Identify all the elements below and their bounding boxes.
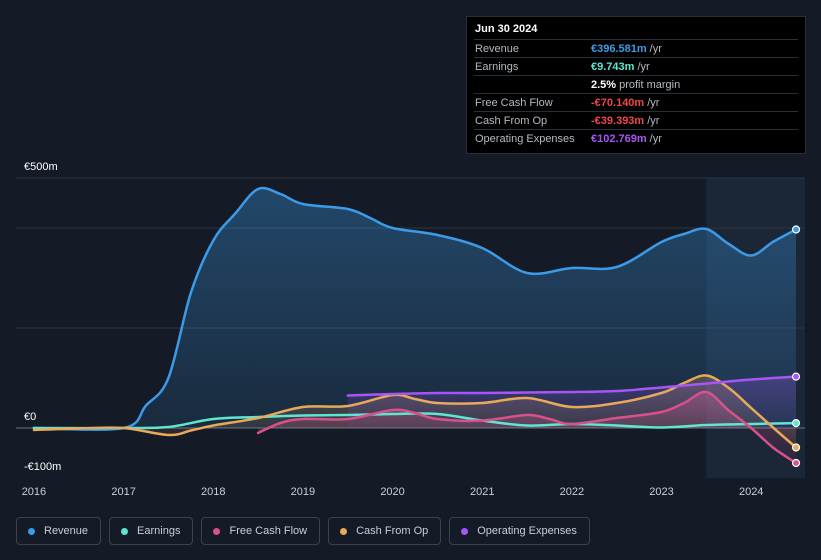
legend-dot-icon [121, 527, 129, 535]
tooltip-value: €396.581m [591, 42, 647, 55]
tooltip-row-operating-expenses: Operating Expenses €102.769m /yr [474, 129, 798, 147]
legend-label: Cash From Op [356, 525, 429, 537]
legend-label: Operating Expenses [477, 525, 577, 537]
tooltip: Jun 30 2024 Revenue €396.581m /yr Earnin… [466, 16, 806, 154]
tooltip-value: -€70.140m [591, 96, 645, 109]
x-tick-label: 2018 [201, 486, 225, 498]
x-tick-label: 2020 [380, 486, 404, 498]
tooltip-unit: /yr [637, 60, 650, 73]
tooltip-row-free-cash-flow: Free Cash Flow -€70.140m /yr [474, 93, 798, 111]
series-end-marker-free-cash-flow [791, 458, 801, 468]
tooltip-row-earnings: Earnings €9.743m /yr [474, 57, 798, 75]
tooltip-unit: /yr [649, 42, 662, 55]
tooltip-unit: /yr [649, 132, 662, 145]
tooltip-label: Cash From Op [475, 114, 548, 127]
series-end-marker-earnings [791, 419, 801, 428]
tooltip-row-revenue: Revenue €396.581m /yr [474, 39, 798, 57]
tooltip-label: Revenue [475, 42, 520, 55]
tooltip-unit: /yr [647, 96, 660, 109]
tooltip-unit: profit margin [619, 78, 681, 91]
tooltip-label: Operating Expenses [475, 132, 575, 145]
x-tick-label: 2022 [560, 486, 584, 498]
series-line-cash-from-op [32, 374, 798, 449]
series-end-marker-operating-expenses [791, 372, 801, 381]
legend-label: Free Cash Flow [229, 525, 308, 537]
tooltip-date: Jun 30 2024 [475, 23, 538, 35]
series-area-operating-expenses [347, 376, 796, 428]
tooltip-label: Earnings [475, 60, 519, 73]
series-line-revenue [32, 186, 798, 431]
series-end-marker-cash-from-op [791, 443, 801, 452]
x-tick-label: 2023 [649, 486, 673, 498]
x-tick-label: 2024 [739, 486, 763, 498]
series-line-operating-expenses [346, 375, 798, 397]
y-tick-label: -€100m [24, 461, 61, 473]
x-tick-label: 2021 [470, 486, 494, 498]
series-end-marker-revenue [791, 225, 801, 234]
legend-label: Earnings [137, 525, 181, 537]
series-line-earnings [32, 412, 798, 430]
legend-dot-icon [340, 527, 348, 535]
y-tick-label: €500m [24, 161, 58, 173]
x-tick-label: 2016 [22, 486, 46, 498]
tooltip-value: €102.769m [591, 132, 647, 145]
tooltip-row-profit-margin: 2.5% profit margin [474, 75, 798, 93]
legend-item-cash-from-op[interactable]: Cash From Op [328, 517, 442, 545]
x-tick-label: 2019 [291, 486, 315, 498]
legend: Revenue Earnings Free Cash Flow Cash Fro… [16, 517, 598, 545]
legend-label: Revenue [44, 525, 89, 537]
x-tick-label: 2017 [111, 486, 135, 498]
legend-dot-icon [28, 527, 35, 535]
legend-dot-icon [213, 527, 221, 535]
chart-area: €500m €0 -€100m 2016 2017 2018 2019 2020 2021 202… [16, 161, 805, 498]
series-line-free-cash-flow [256, 390, 798, 465]
legend-item-revenue[interactable]: Revenue [16, 517, 102, 545]
tooltip-unit: /yr [647, 114, 660, 127]
legend-dot-icon [461, 527, 469, 535]
legend-item-operating-expenses[interactable]: Operating Expenses [449, 517, 590, 545]
tooltip-label: Free Cash Flow [475, 96, 553, 109]
tooltip-value: €9.743m [591, 60, 635, 73]
y-tick-label: €0 [24, 411, 36, 423]
tooltip-value: -€39.393m [591, 114, 645, 127]
legend-item-free-cash-flow[interactable]: Free Cash Flow [201, 517, 321, 545]
legend-item-earnings[interactable]: Earnings [109, 517, 194, 545]
tooltip-row-cash-from-op: Cash From Op -€39.393m /yr [474, 111, 798, 129]
series-area-revenue [33, 188, 796, 430]
tooltip-value: 2.5% [591, 78, 617, 91]
